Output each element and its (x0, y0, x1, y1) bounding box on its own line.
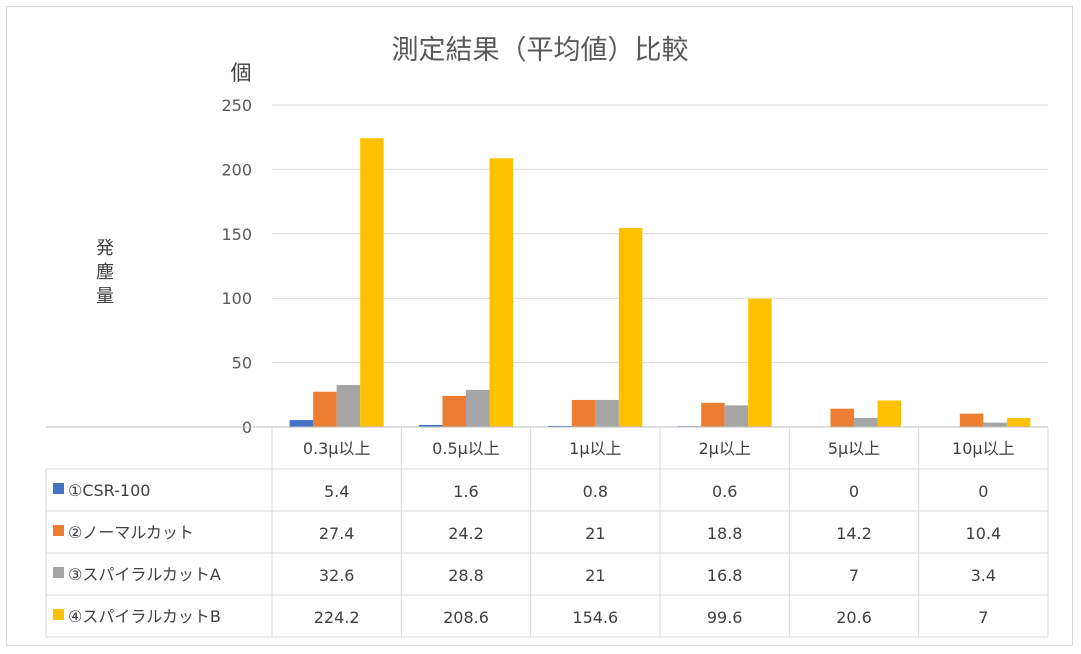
legend-label: ①CSR-100 (68, 481, 150, 500)
legend-label: ②ノーマルカット (68, 523, 194, 542)
table-cell: 20.6 (836, 608, 872, 627)
y-axis-title: 発塵量 (96, 238, 114, 307)
table-cell: 10.4 (966, 524, 1002, 543)
legend-key (53, 483, 64, 494)
bar (442, 395, 466, 427)
bar (313, 391, 337, 427)
category-label: 0.3μ以上 (303, 439, 371, 458)
table-cell: 21 (585, 524, 605, 543)
legend-key (53, 609, 64, 620)
table-cell: 7 (978, 608, 988, 627)
table-cell: 3.4 (971, 566, 996, 585)
y-tick-label: 100 (221, 289, 252, 308)
bar (289, 420, 314, 427)
y-tick-label: 50 (232, 354, 252, 373)
bar (1006, 417, 1031, 427)
data-table: 0.3μ以上 0.5μ以上 1μ以上 2μ以上 5μ以上 10μ以上 ①CSR-100 5.4… (45, 426, 1049, 638)
bar (748, 298, 772, 427)
category-label: 1μ以上 (569, 439, 621, 458)
y-unit-label: 個 (231, 61, 252, 85)
table-cell: 21 (585, 566, 605, 585)
bar (336, 385, 361, 427)
category-label: 10μ以上 (952, 439, 1015, 458)
table-cell: 0.6 (712, 482, 737, 501)
chart-title: 測定結果（平均値）比較 (392, 35, 689, 66)
bar (466, 389, 490, 427)
table-cell: 32.6 (319, 566, 355, 585)
category-label: 0.5μ以上 (432, 439, 500, 458)
legend-label: ③スパイラルカットA (68, 565, 221, 584)
legend-label: ④スパイラルカットB (68, 607, 221, 626)
table-cell: 27.4 (319, 524, 355, 543)
legend-key (53, 567, 64, 578)
category-label: 2μ以上 (698, 439, 750, 458)
y-axis-title-char: 発 (96, 238, 114, 259)
category-label: 5μ以上 (828, 439, 880, 458)
y-axis-title-char: 塵 (96, 262, 114, 283)
table-cell: 224.2 (314, 608, 360, 627)
y-tick-label: 250 (221, 96, 252, 115)
table-cell: 7 (849, 566, 859, 585)
table-cell: 0 (849, 482, 859, 501)
table-cell: 18.8 (707, 524, 743, 543)
bar (877, 400, 901, 427)
table-cell: 0 (978, 482, 988, 501)
bar (419, 424, 443, 427)
bars (289, 138, 1031, 428)
y-tick-label: 150 (221, 225, 252, 244)
table-cell: 99.6 (707, 608, 743, 627)
bar (548, 425, 572, 427)
chart-frame (6, 6, 1073, 646)
y-axis-title-char: 量 (96, 286, 114, 307)
y-tick-label: 200 (221, 160, 252, 179)
bar (724, 405, 749, 427)
table-cell: 24.2 (448, 524, 484, 543)
table-cell: 1.6 (453, 482, 478, 501)
bar (983, 422, 1007, 427)
bar (489, 158, 513, 428)
gridlines (272, 104, 1048, 364)
bar (360, 138, 384, 427)
table-cell: 14.2 (836, 524, 872, 543)
table-cell: 28.8 (448, 566, 484, 585)
table-cell: 16.8 (707, 566, 743, 585)
legend-key (53, 525, 64, 536)
bar (854, 417, 878, 427)
table-cell: 0.8 (583, 482, 608, 501)
table-cell: 208.6 (443, 608, 489, 627)
bar (959, 413, 984, 427)
bar (830, 408, 854, 427)
table-cell: 154.6 (572, 608, 618, 627)
bar (571, 399, 596, 427)
table-cell: 5.4 (324, 482, 349, 501)
bar (701, 402, 725, 427)
bar (618, 227, 643, 427)
bar (595, 399, 619, 427)
